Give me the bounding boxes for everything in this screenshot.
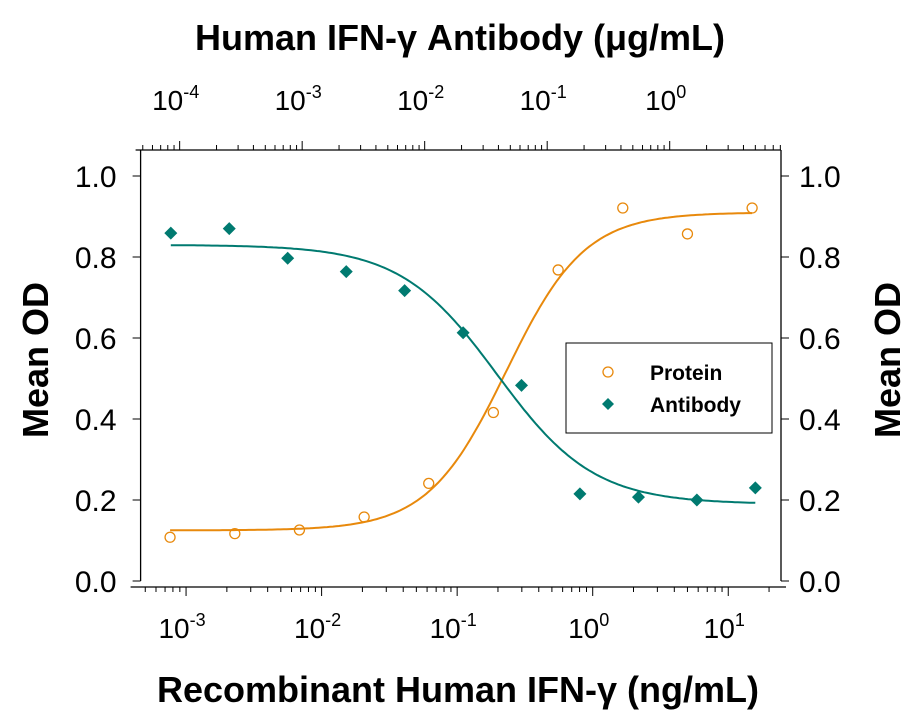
left-y-tick-label: 0.2: [75, 485, 117, 518]
data-point-protein: [746, 202, 758, 214]
legend-box: [565, 342, 773, 434]
data-point-protein: [229, 527, 241, 540]
right-axis-title: Mean OD: [867, 282, 908, 438]
data-point-protein: [487, 406, 500, 419]
left-y-tick-label: 1.0: [75, 161, 117, 194]
bottom-x-tick-label: 10-3: [158, 610, 205, 644]
data-point-protein: [164, 531, 176, 543]
data-point-antibody: [631, 490, 645, 504]
data-point-antibody: [164, 226, 178, 240]
data-point-protein: [423, 477, 435, 490]
data-point-antibody: [748, 481, 762, 495]
top-x-tick-label: 10-4: [152, 82, 199, 116]
bottom-axis-title: Recombinant Human IFN-γ (ng/mL): [157, 669, 759, 710]
data-point-antibody: [456, 326, 470, 340]
top-x-tick-label: 10-1: [520, 82, 567, 116]
data-point-antibody: [222, 222, 236, 236]
top-x-tick-label: 10-2: [397, 82, 444, 116]
bottom-x-tick-label: 10-2: [294, 610, 341, 644]
bottom-x-tick-label: 100: [568, 610, 609, 644]
left-y-tick-label: 0.0: [75, 566, 117, 599]
data-point-antibody: [398, 284, 412, 298]
legend-marker-protein: [602, 366, 614, 378]
data-point-antibody: [339, 265, 353, 279]
legend-marker-antibody: [602, 398, 614, 410]
bottom-x-tick-label: 10-1: [430, 610, 477, 644]
data-point-protein: [552, 264, 564, 276]
legend-label-protein: Protein: [650, 362, 722, 385]
top-axis-title: Human IFN-γ Antibody (μg/mL): [195, 17, 725, 58]
legend-label-antibody: Antibody: [650, 394, 741, 417]
data-point-antibody: [573, 487, 587, 501]
data-point-antibody: [690, 493, 704, 507]
right-y-tick-label: 1.0: [799, 161, 841, 194]
top-x-tick-label: 10-3: [275, 82, 322, 116]
left-y-tick-label: 0.8: [75, 242, 117, 275]
left-y-tick-label: 0.6: [75, 323, 117, 356]
left-axis-title: Mean OD: [15, 282, 56, 438]
data-point-protein: [617, 202, 629, 214]
bottom-x-tick-label: 101: [704, 610, 745, 644]
fit-curve-protein: [170, 212, 753, 532]
left-y-tick-label: 0.4: [75, 404, 117, 437]
right-y-tick-label: 0.8: [799, 242, 841, 275]
right-y-tick-label: 0.6: [799, 323, 841, 356]
right-y-tick-label: 0.2: [799, 485, 841, 518]
data-point-protein: [358, 511, 370, 523]
right-y-tick-label: 0.0: [799, 566, 841, 599]
right-y-tick-label: 0.4: [799, 404, 841, 437]
data-point-protein: [293, 524, 306, 536]
data-point-protein: [681, 228, 694, 240]
data-point-antibody: [514, 378, 528, 392]
data-point-antibody: [281, 251, 295, 265]
legend: Protein Antibody: [565, 342, 773, 434]
top-x-tick-label: 100: [645, 82, 686, 116]
